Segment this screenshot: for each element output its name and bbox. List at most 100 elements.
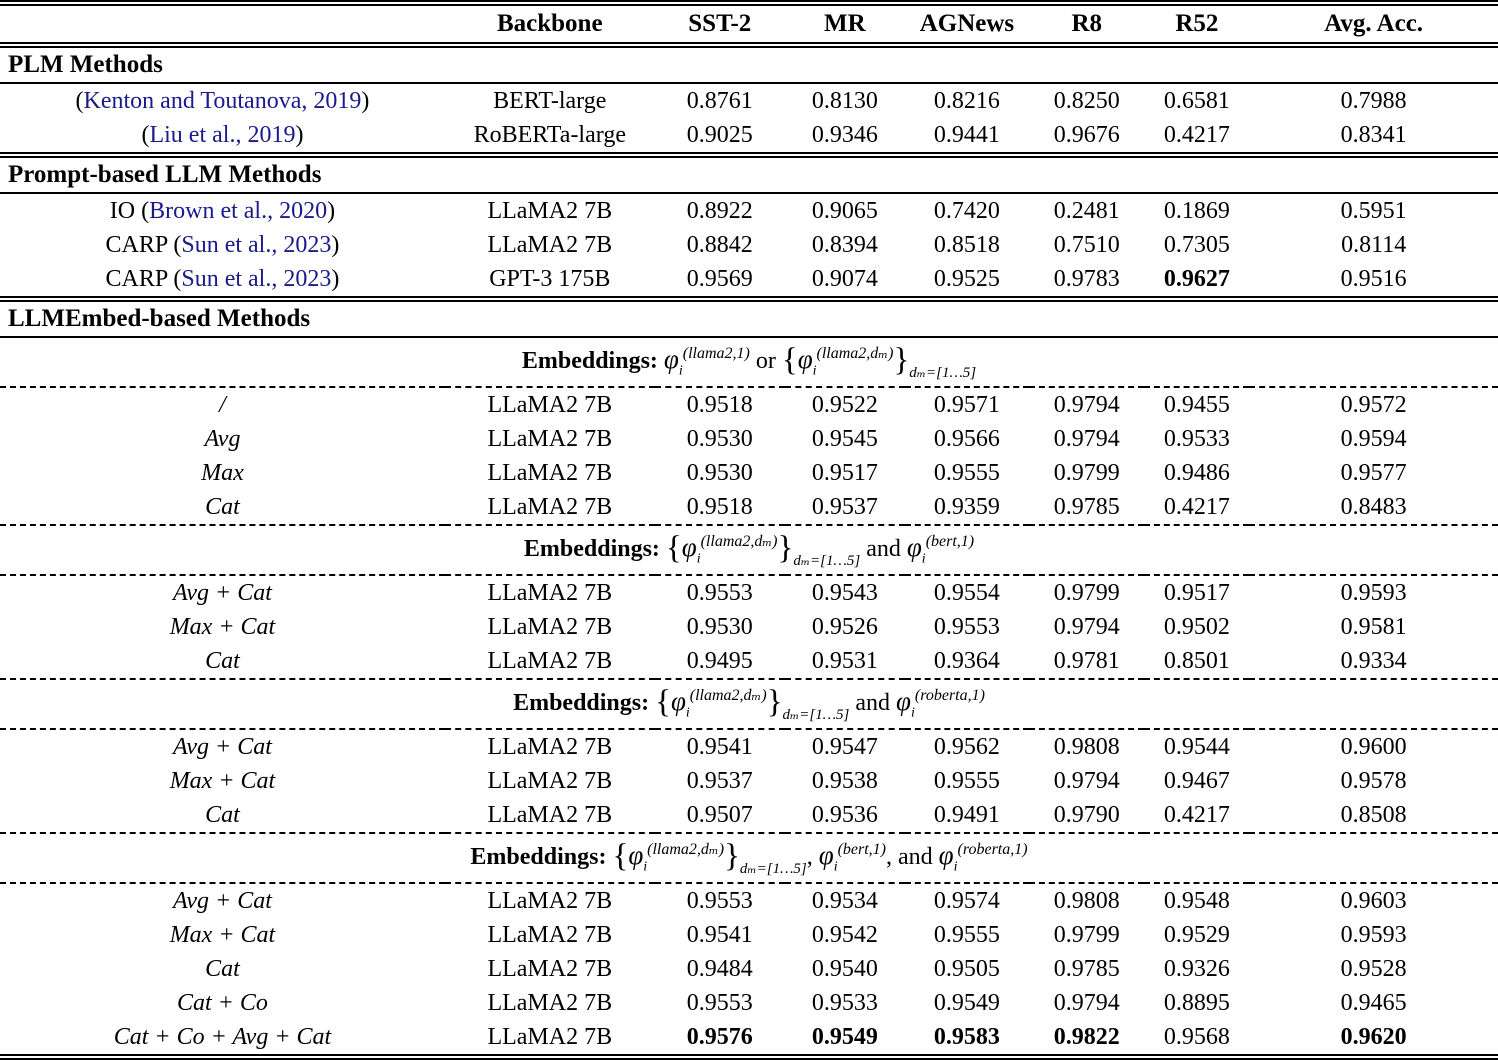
section-title: Prompt-based LLM Methods [8,161,322,188]
cell-value: 0.9603 [1340,887,1407,914]
cell-value: 0.9545 [811,425,878,452]
table-row: CARP (Sun et al., 2023) GPT-3 175B 0.9569 0… [0,262,1498,299]
cell-method: Cat [0,798,445,833]
cell-backbone: LLaMA2 7B [487,459,613,486]
cell-method: Avg [0,422,445,456]
cell-value: 0.9783 [1053,265,1120,292]
citation-link[interactable]: Kenton and Toutanova, 2019 [83,87,362,114]
cell-value: 0.9542 [811,921,878,948]
cell-value: 0.9568 [1163,1023,1230,1050]
method-label: Max [201,459,244,486]
formula-bold-label: Embeddings: [521,348,664,374]
citation-link[interactable]: Brown et al., 2020 [149,197,328,224]
cell-value: 0.8508 [1340,801,1407,828]
cell-value: 0.9799 [1053,459,1120,486]
cell-value: 0.9502 [1163,613,1230,640]
cell-value: 0.9529 [1163,921,1230,948]
cell-backbone: LLaMA2 7B [487,231,613,258]
method-label: Cat [205,955,240,982]
column-header-backbone: Backbone [496,10,603,37]
cell-backbone: LLaMA2 7B [487,887,613,914]
cell-value: 0.9517 [1163,579,1230,606]
table-row: Avg + Cat LLaMA2 7B 0.9541 0.9547 0.9562 0.98… [0,729,1498,764]
formula-bold-label: Embeddings: [470,844,613,870]
cell-method: / [0,387,445,422]
cell-backbone: LLaMA2 7B [487,197,613,224]
cell-value: 0.2481 [1053,197,1120,224]
column-header-mr: MR [824,10,866,37]
citation-link[interactable]: Sun et al., 2023 [181,265,332,292]
cell-method: Max + Cat [0,918,445,952]
cell-method: Avg + Cat [0,883,445,918]
cell-value: 0.9065 [811,197,878,224]
cell-value: 0.8483 [1340,493,1407,520]
cell-method: CARP (Sun et al., 2023) [0,228,445,262]
cell-method: Cat + Co + Avg + Cat [0,1020,445,1057]
citation-link[interactable]: Liu et al., 2019 [149,121,296,148]
cell-value: 0.9541 [686,921,753,948]
phi-symbol: φi(roberta,1) [938,840,1028,875]
cell-value: 0.9528 [1340,955,1407,982]
formula-brace: { [781,342,798,378]
cell-value: 0.9808 [1053,887,1120,914]
table-row: Cat + Co LLaMA2 7B 0.9553 0.9533 0.9549 0.979… [0,986,1498,1020]
method-label: CARP ( [105,265,182,292]
cell-value: 0.9562 [933,733,1000,760]
cell-value: 0.8394 [811,231,878,258]
cell-value: 0.9533 [1163,425,1230,452]
cell-value: 0.9785 [1053,493,1120,520]
cell-backbone: LLaMA2 7B [487,989,613,1016]
cell-value: 0.9577 [1340,459,1407,486]
cell-value: 0.9530 [686,613,753,640]
cell-value: 0.9534 [811,887,878,914]
cell-value: 0.9627 [1163,265,1230,292]
cell-value: 0.9549 [811,1023,878,1050]
cell-value: 0.9346 [811,121,878,148]
cell-value: 0.7420 [933,197,1000,224]
section-title: LLMEmbed-based Methods [8,305,311,332]
citation-link[interactable]: Sun et al., 2023 [181,231,332,258]
cell-value: 0.8761 [686,87,753,114]
cell-method: Max + Cat [0,610,445,644]
method-label: Avg [204,425,241,452]
formula-subscript: dₘ=[1…5] [739,861,807,877]
cell-value: 0.9518 [686,391,753,418]
cell-value: 0.9799 [1053,921,1120,948]
cell-value: 0.9530 [686,425,753,452]
table-row: Cat LLaMA2 7B 0.9495 0.9531 0.9364 0.9781 0.85… [0,644,1498,679]
formula-subscript: dₘ=[1…5] [909,365,977,381]
table-row: Max LLaMA2 7B 0.9530 0.9517 0.9555 0.9799 0.94… [0,456,1498,490]
table-row: Avg + Cat LLaMA2 7B 0.9553 0.9543 0.9554 0.97… [0,575,1498,610]
cell-value: 0.7510 [1053,231,1120,258]
table-row: Cat + Co + Avg + Cat LLaMA2 7B 0.9576 0.954… [0,1020,1498,1057]
cell-value: 0.9505 [933,955,1000,982]
formula-brace: { [655,684,671,720]
cell-value: 0.9359 [933,493,1000,520]
cell-value: 0.9794 [1053,613,1120,640]
cell-backbone: LLaMA2 7B [487,733,613,760]
formula-brace: { [612,838,629,874]
embeddings-formula: Embeddings: {φi(llama2,dₘ)}dₘ=[1…5] and … [0,525,1498,575]
cell-backbone: BERT-large [493,87,607,114]
column-header-avg-acc: Avg. Acc. [1324,10,1424,37]
formula-text: and [849,690,897,716]
cell-value: 0.8895 [1163,989,1230,1016]
cell-value: 0.9578 [1340,767,1407,794]
cell-value: 0.6581 [1163,87,1230,114]
cell-backbone: LLaMA2 7B [487,613,613,640]
phi-symbol: φi(llama2,dₘ) [628,840,725,875]
formula-brace: } [893,342,910,378]
cell-value: 0.9334 [1340,647,1407,674]
method-label: ) [327,197,336,224]
method-label: CARP ( [105,231,182,258]
phi-symbol: φi(llama2,dₘ) [670,686,767,721]
cell-value: 0.1869 [1163,197,1230,224]
table-row: IO (Brown et al., 2020) LLaMA2 7B 0.8922 0.… [0,193,1498,228]
cell-value: 0.9593 [1340,921,1407,948]
cell-value: 0.9525 [933,265,1000,292]
section-header-row: LLMEmbed-based Methods [0,299,1498,337]
cell-value: 0.9553 [933,613,1000,640]
cell-backbone: GPT-3 175B [489,265,611,292]
embeddings-formula: Embeddings: {φi(llama2,dₘ)}dₘ=[1…5], φi(… [0,833,1498,883]
cell-value: 0.9364 [933,647,1000,674]
